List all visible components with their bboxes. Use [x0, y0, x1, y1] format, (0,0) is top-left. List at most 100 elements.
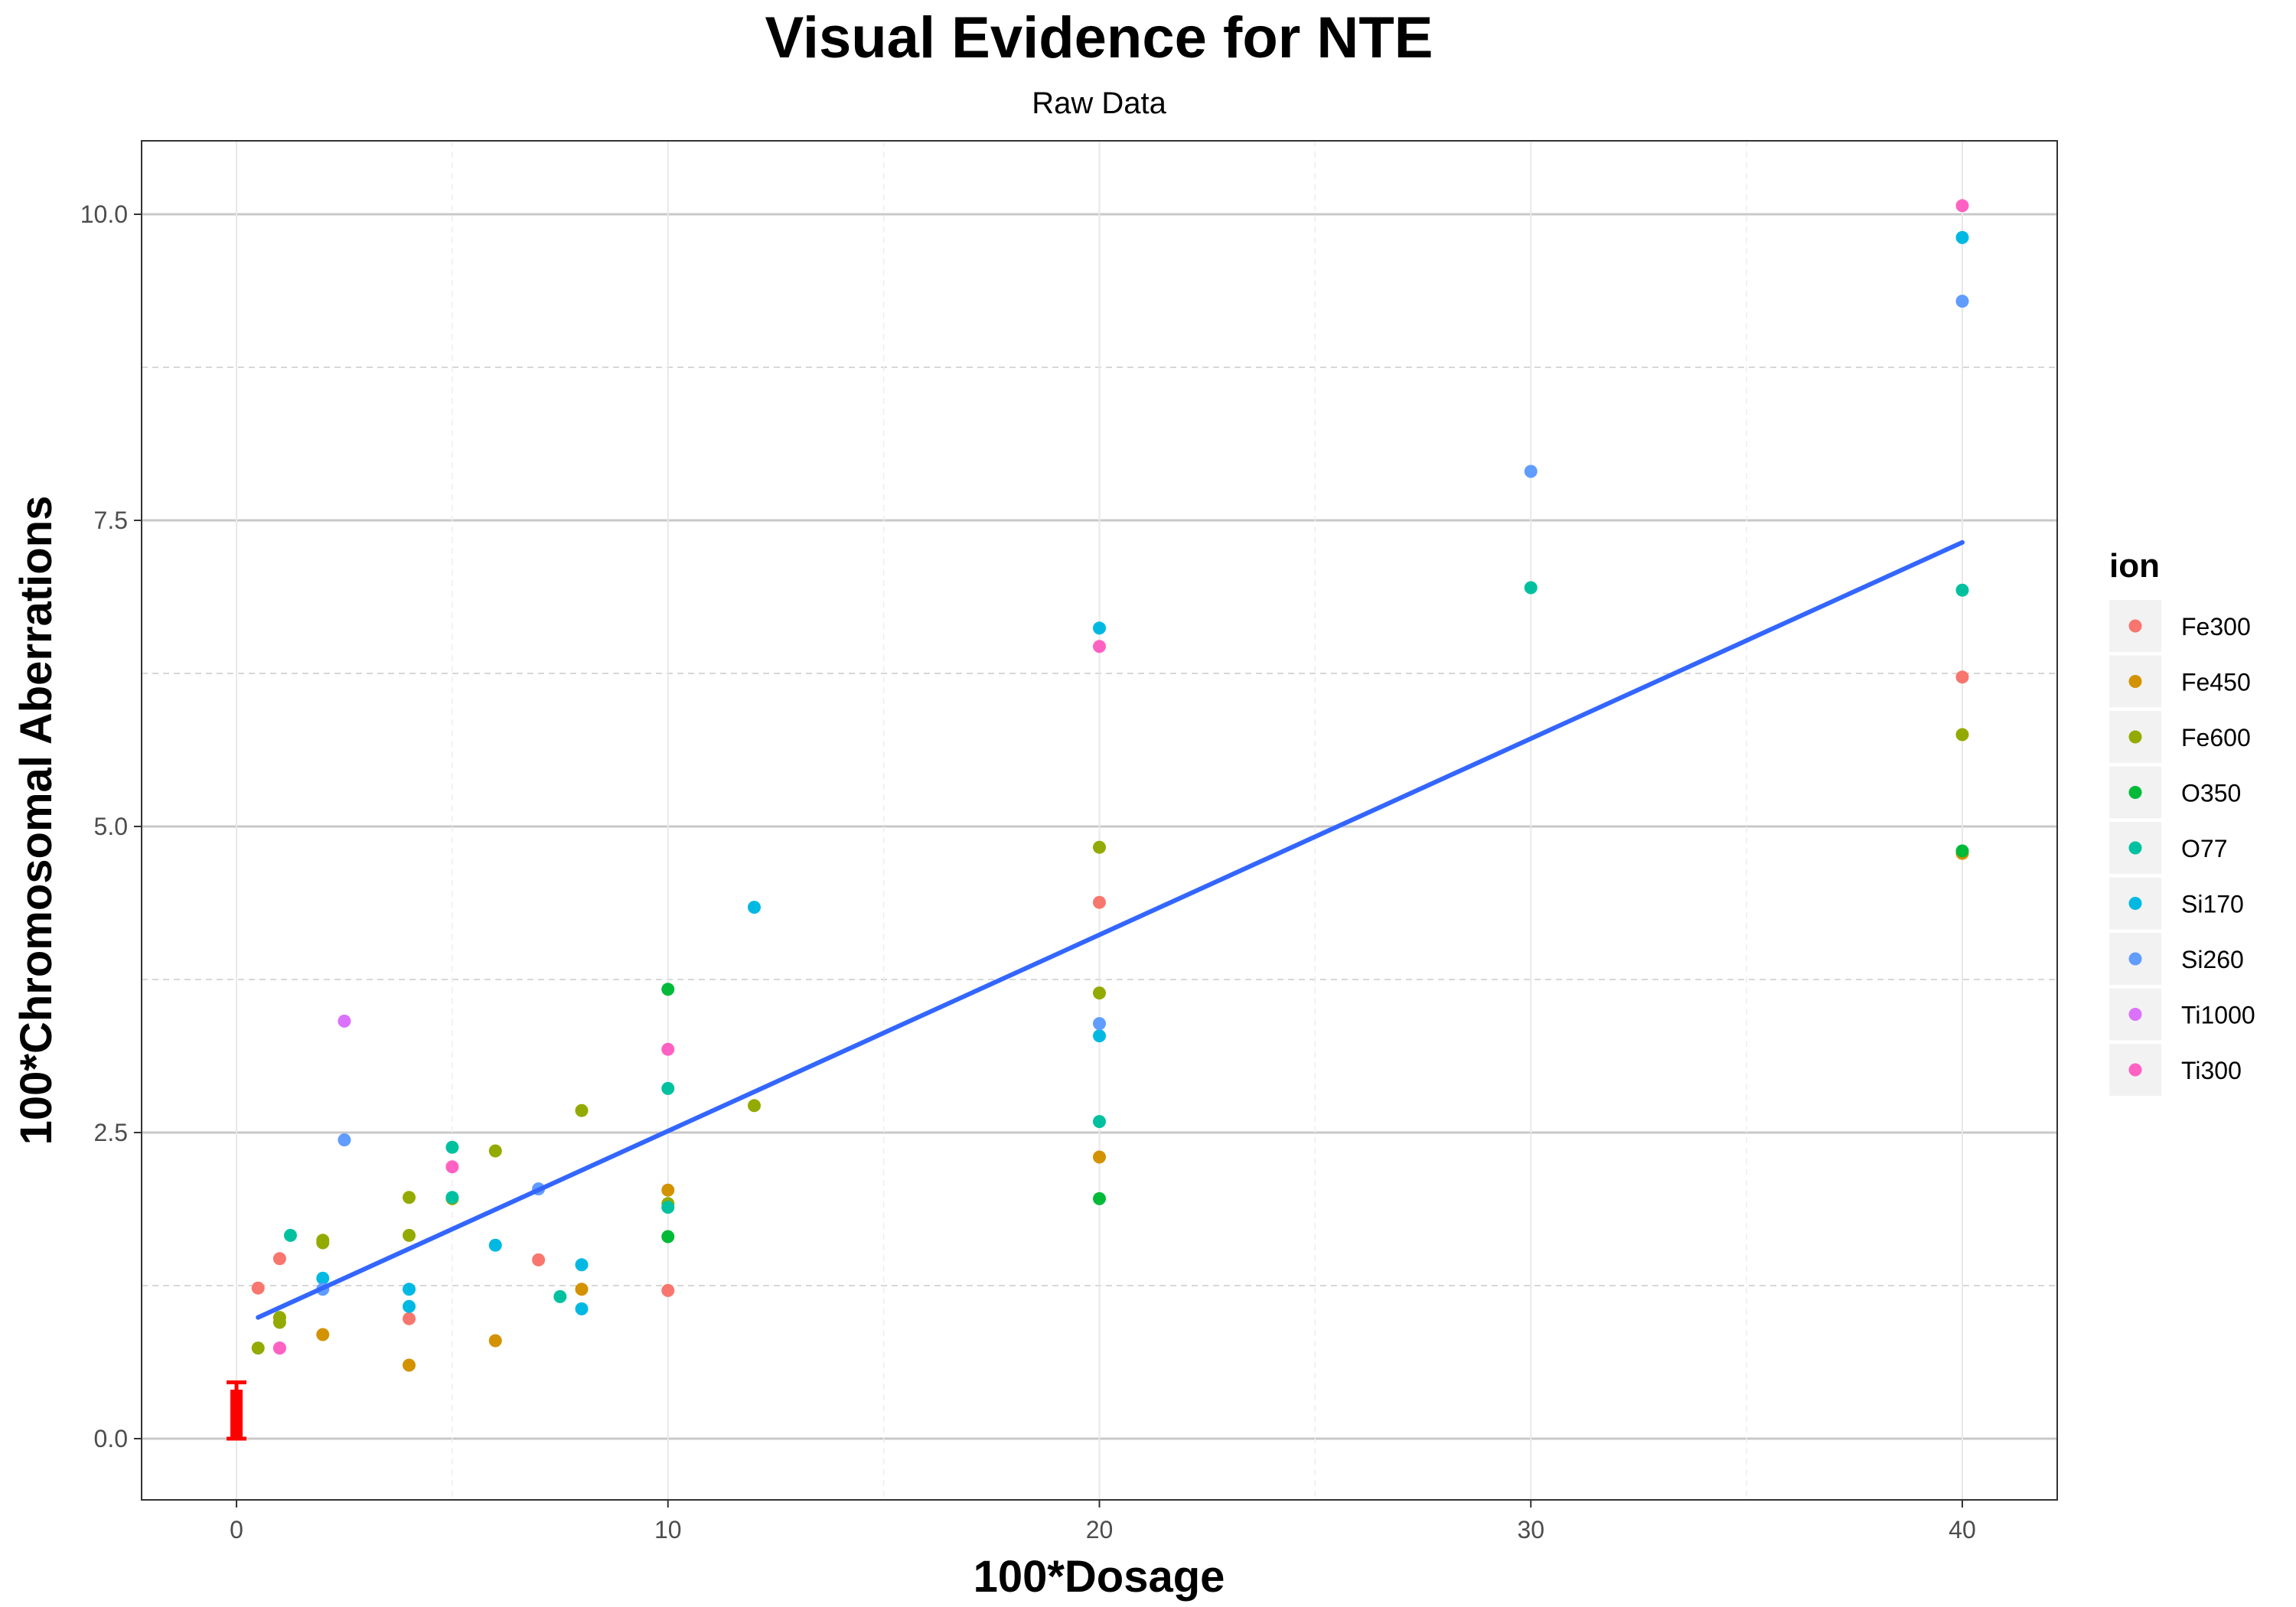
data-point-o77 — [661, 1201, 675, 1214]
y-tick-label: 0.0 — [94, 1425, 128, 1452]
grid — [142, 141, 2057, 1500]
legend-label-fe450: Fe450 — [2181, 669, 2251, 696]
y-tick-label: 5.0 — [94, 813, 128, 840]
data-point-o77 — [1093, 1115, 1106, 1129]
data-points — [251, 199, 1969, 1372]
data-point-fe300 — [272, 1252, 286, 1266]
data-point-ti1000 — [338, 1014, 351, 1028]
data-point-si170 — [1093, 621, 1106, 635]
data-point-si260 — [1955, 295, 1969, 308]
data-point-o350 — [661, 983, 675, 996]
chart-title: Visual Evidence for NTE — [765, 5, 1433, 70]
legend-label-ti1000: Ti1000 — [2181, 1002, 2255, 1029]
legend-swatch-ti1000 — [2128, 1008, 2142, 1021]
legend-label-si170: Si170 — [2181, 891, 2244, 918]
legend-label-o77: O77 — [2181, 835, 2227, 862]
data-point-ti300 — [661, 1042, 675, 1056]
data-point-fe600 — [748, 1099, 762, 1113]
data-point-si170 — [403, 1283, 416, 1296]
data-point-si170 — [1093, 1029, 1106, 1043]
data-point-si170 — [316, 1271, 330, 1285]
legend-swatch-fe300 — [2128, 619, 2142, 633]
legend-items: Fe300 Fe450 Fe600 O350 O77 Si170 Si260 Ti1000 Ti… — [2109, 600, 2255, 1096]
chart-subtitle: Raw Data — [1032, 86, 1166, 120]
data-point-fe600 — [575, 1103, 589, 1117]
data-point-o77 — [445, 1191, 459, 1204]
data-point-fe600 — [272, 1311, 286, 1325]
y-tick-label: 10.0 — [80, 200, 128, 228]
x-tick-label: 10 — [654, 1516, 682, 1543]
data-point-fe450 — [1093, 1150, 1106, 1164]
control-bar-group — [227, 1380, 247, 1441]
y-tick-label: 7.5 — [94, 507, 128, 534]
legend-label-fe600: Fe600 — [2181, 724, 2251, 751]
legend-swatch-o77 — [2128, 841, 2142, 855]
data-point-o350 — [1093, 1191, 1106, 1205]
data-point-fe600 — [251, 1341, 265, 1355]
data-point-fe300 — [1955, 670, 1969, 684]
y-axis-title: 100*Chromosomal Aberrations — [11, 496, 61, 1146]
data-point-si260 — [338, 1133, 351, 1147]
legend-swatch-si170 — [2128, 897, 2142, 910]
legend-swatch-fe450 — [2128, 675, 2142, 688]
y-axis-ticks: 0.0 2.5 5.0 7.5 10.0 — [80, 200, 142, 1452]
data-point-fe600 — [403, 1191, 416, 1204]
legend-label-ti300: Ti300 — [2181, 1057, 2242, 1084]
x-tick-label: 40 — [1949, 1516, 1976, 1543]
data-point-si170 — [575, 1302, 589, 1315]
legend: ion Fe300 Fe450 Fe600 O350 O77 Si170 Si260 Ti10… — [2109, 547, 2255, 1096]
y-tick-label: 2.5 — [94, 1119, 128, 1146]
data-point-si260 — [1093, 1017, 1106, 1031]
data-point-si170 — [1955, 230, 1969, 244]
legend-label-o350: O350 — [2181, 780, 2241, 807]
data-point-fe300 — [1093, 895, 1106, 909]
data-point-o77 — [283, 1228, 297, 1242]
data-point-o77 — [1524, 581, 1538, 595]
fit-line-group — [256, 539, 1965, 1320]
data-point-o350 — [1955, 844, 1969, 858]
data-point-si170 — [748, 901, 762, 914]
x-tick-label: 20 — [1086, 1516, 1114, 1543]
legend-title: ion — [2109, 547, 2160, 585]
x-tick-label: 30 — [1517, 1516, 1544, 1543]
legend-label-si260: Si260 — [2181, 946, 2244, 973]
fit-line — [256, 539, 1965, 1320]
data-point-fe450 — [661, 1183, 675, 1197]
data-point-fe450 — [488, 1334, 502, 1348]
data-point-fe600 — [1093, 840, 1106, 854]
x-axis-ticks: 0 10 20 30 40 — [230, 1500, 1976, 1543]
legend-swatch-o350 — [2128, 786, 2142, 799]
data-point-fe450 — [316, 1328, 330, 1341]
data-point-fe450 — [403, 1358, 416, 1372]
data-point-fe300 — [532, 1253, 546, 1266]
data-point-si260 — [1524, 464, 1538, 478]
data-point-fe300 — [251, 1281, 265, 1295]
legend-swatch-fe600 — [2128, 730, 2142, 744]
data-point-fe600 — [1093, 986, 1106, 1000]
data-point-o77 — [445, 1140, 459, 1154]
data-point-si170 — [403, 1299, 416, 1313]
data-point-fe450 — [575, 1283, 589, 1296]
data-point-fe300 — [403, 1312, 416, 1325]
data-point-fe600 — [403, 1228, 416, 1242]
data-point-si170 — [575, 1258, 589, 1272]
data-point-o77 — [553, 1289, 567, 1303]
x-tick-label: 0 — [230, 1516, 243, 1543]
data-point-si170 — [488, 1238, 502, 1252]
x-axis-title: 100*Dosage — [974, 1552, 1225, 1602]
data-point-fe300 — [661, 1283, 675, 1297]
data-point-ti300 — [1093, 640, 1106, 654]
legend-swatch-ti300 — [2128, 1063, 2142, 1077]
data-point-ti300 — [1955, 199, 1969, 213]
data-point-o77 — [1955, 583, 1969, 597]
data-point-ti300 — [445, 1160, 459, 1174]
data-point-fe600 — [488, 1144, 502, 1158]
legend-swatch-si260 — [2128, 952, 2142, 966]
data-point-o77 — [661, 1081, 675, 1095]
data-point-fe600 — [1955, 728, 1969, 742]
data-point-fe600 — [316, 1234, 330, 1247]
data-point-ti300 — [272, 1341, 286, 1355]
data-point-o350 — [661, 1230, 675, 1244]
legend-label-fe300: Fe300 — [2181, 613, 2251, 641]
